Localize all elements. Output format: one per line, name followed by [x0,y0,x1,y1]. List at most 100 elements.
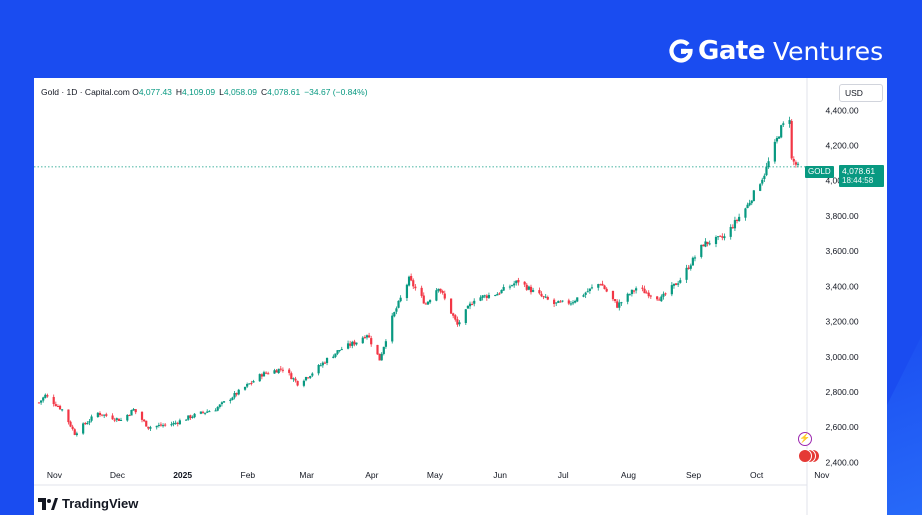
candle-body [443,293,446,299]
candle-body [176,422,179,424]
y-tick-label: 3,000.00 [825,352,858,362]
x-tick-label: Apr [365,470,378,480]
candle-body [86,422,89,425]
candle-body [761,179,764,184]
candle-body [452,313,455,316]
candle-body [420,287,423,296]
candle-body [115,418,118,420]
candle-body [376,344,379,355]
candle-body [693,257,697,259]
candle-body [483,295,486,297]
candle-body [395,308,398,312]
candle-body [52,396,55,405]
x-tick-label: Jul [558,470,569,480]
candle-body [626,293,629,302]
candle-body [677,283,680,285]
candle-body [794,162,797,165]
candle-body [544,296,547,298]
candle-body [143,419,146,422]
candle-body [706,241,709,244]
symbol-label[interactable]: Gold · 1D · Capital.com [41,87,130,97]
candle-body [235,392,238,395]
candle-body [729,226,732,237]
candle-body [382,346,385,354]
candle-body [748,202,751,206]
candle-body [714,237,718,245]
x-tick-label: Nov [47,470,63,480]
candle-body [304,377,308,381]
candle-body [296,380,299,386]
open-value: 4,077.43 [138,87,172,97]
y-tick-label: 4,200.00 [825,141,858,151]
candle-body [601,283,604,286]
candle-body [252,381,255,383]
candle-body [100,414,104,416]
candle-body [128,415,131,417]
candle-body [54,404,57,407]
candle-body [658,299,661,301]
candle-body [569,303,573,305]
x-tick-label: Mar [299,470,314,480]
candle-body [134,409,137,413]
candle-body [206,411,209,413]
candle-body [481,295,484,298]
currency-selector[interactable]: USD [839,84,883,102]
candle-body [582,295,585,297]
bar-countdown: 18:44:58 [842,176,874,185]
candle-body [647,292,650,297]
candle-body [260,374,263,377]
brand-name: Gate [698,36,765,66]
candle-body [717,236,720,238]
candle-body [203,412,207,414]
candle-body [630,289,634,295]
candle-body [485,295,488,298]
candle-body [584,292,587,295]
candle-body [157,425,160,427]
candle-body [185,419,188,421]
x-tick-label: Aug [621,470,636,480]
candle-body [58,405,62,410]
candle-body [317,365,320,374]
tradingview-logo[interactable]: TradingView [38,496,138,511]
candle-body [407,276,411,286]
candle-body [40,400,43,403]
candle-body [410,276,413,281]
low-value: 4,058.09 [223,87,257,97]
candle-body [780,125,783,138]
candle-body [233,393,236,398]
x-tick-label: May [427,470,444,480]
candle-body [672,283,676,286]
candle-body [145,420,148,427]
candle-body [529,286,533,293]
candle-body [574,300,577,303]
candle-body [44,394,47,398]
candle-body [231,397,234,400]
candle-body [752,190,755,201]
candle-body [796,163,800,165]
candle-body [525,284,528,290]
us-flag-event-icon[interactable] [798,449,812,463]
price-chart[interactable]: 2,400.00 2,600.00 2,800.00 3,000.00 3,200.00… [34,78,887,515]
candle-body [218,404,221,408]
candle-body [613,299,617,302]
lightning-event-icon[interactable]: ⚡ [798,432,812,446]
candle-body [117,418,120,421]
candle-body [75,433,78,436]
candle-body [361,337,364,344]
candle-body [557,300,560,303]
candle-body [464,309,467,324]
candle-body [258,374,261,382]
candle-body [571,302,575,304]
candle-body [538,290,541,294]
gate-ventures-brand: Gate Ventures [668,34,883,68]
candle-body [508,286,512,288]
candle-body [500,290,503,294]
candle-body [288,369,291,373]
candle-body [513,283,516,286]
candle-body [487,295,491,298]
tradingview-logo-icon [38,497,58,510]
candle-body [437,288,440,291]
y-tick-label: 3,200.00 [825,317,858,327]
candle-body [237,389,240,395]
candle-body [645,292,648,294]
